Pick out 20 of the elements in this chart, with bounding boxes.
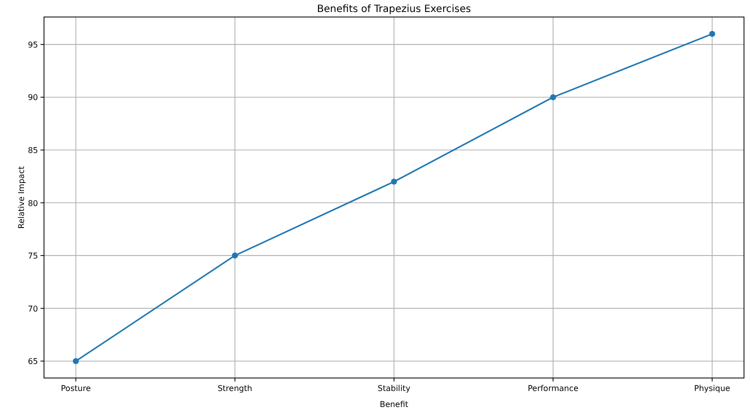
- y-tick-label: 90: [28, 93, 38, 102]
- y-tick-label: 65: [28, 357, 38, 366]
- y-tick-label: 75: [28, 252, 38, 261]
- point: [391, 178, 397, 185]
- x-tick-label: Performance: [528, 384, 579, 393]
- y-tick-label: 95: [28, 40, 38, 50]
- y-tick-label: 80: [28, 198, 38, 208]
- y-tick-label: 85: [28, 146, 38, 155]
- y-axis-title: Relative Impact: [17, 166, 26, 229]
- point: [709, 30, 716, 37]
- y-tick-label: 70: [28, 304, 38, 314]
- chart-title: Benefits of Trapezius Exercises: [317, 4, 471, 15]
- x-tick-label: Posture: [60, 384, 91, 393]
- point: [72, 358, 79, 364]
- x-axis-title: Benefit: [380, 400, 408, 409]
- x-tick-label: Stability: [378, 384, 411, 393]
- x-tick-label: Physique: [694, 384, 730, 393]
- point: [550, 94, 556, 100]
- x-tick-label: Strength: [218, 384, 252, 393]
- point: [232, 252, 238, 259]
